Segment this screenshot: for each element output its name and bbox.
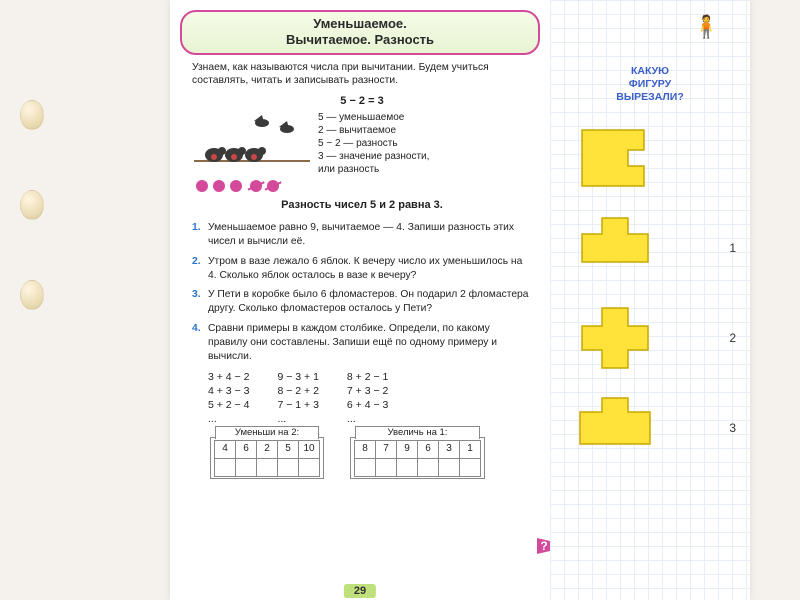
rule-statement: Разность чисел 5 и 2 равна 3. (192, 198, 532, 213)
main-equation: 5 − 2 = 3 (192, 94, 532, 109)
textbook-page: Уменьшаемое. Вычитаемое. Разность Узнаем… (170, 0, 750, 600)
sidebar-column: 🧍 КАКУЮ ФИГУРУ ВЫРЕЗАЛИ? 1 2 (550, 0, 750, 600)
shape-2: 2 (572, 302, 750, 374)
increase-by-1-box: Увеличь на 1: 87 96 31 (350, 437, 485, 479)
birds-illustration (192, 111, 312, 173)
sidebar-title: КАКУЮ ФИГУРУ ВЫРЕЗАЛИ? (570, 65, 730, 104)
lesson-column: Уменьшаемое. Вычитаемое. Разность Узнаем… (170, 0, 550, 600)
task-1: 1. Уменьшаемое равно 9, вычитаемое — 4. … (192, 221, 532, 249)
intro-text: Узнаем, как называются числа при вычитан… (192, 61, 532, 89)
lesson-title: Уменьшаемое. Вычитаемое. Разность (180, 10, 540, 55)
shapes-list: 1 2 3 (550, 112, 750, 464)
task-4: 4. Сравни примеры в каждом столбике. Опр… (192, 322, 532, 364)
definitions-list: 5 — уменьшаемое 2 — вычитаемое 5 − 2 — р… (312, 111, 532, 176)
page-number: 29 (344, 584, 376, 598)
expression-columns: 3 + 4 − 2 4 + 3 − 3 5 + 2 − 4 ... 9 − 3 … (208, 370, 532, 427)
decorative-beads (20, 100, 44, 370)
task-2: 2. Утром в вазе лежало 6 яблок. К вечеру… (192, 255, 532, 283)
counter-dots (196, 180, 532, 194)
question-mark-tab: ? (537, 538, 551, 554)
shape-1: 1 (572, 212, 750, 284)
shape-0 (572, 122, 750, 194)
shape-3: 3 (572, 392, 750, 464)
task-3: 3. У Пети в коробке было 6 фломастеров. … (192, 288, 532, 316)
number-boxes: Уменьши на 2: 46 25 10 Увеличь на 1: 87 … (210, 437, 532, 479)
mascot-icon: 🧍 (693, 14, 720, 40)
decrease-by-2-box: Уменьши на 2: 46 25 10 (210, 437, 324, 479)
